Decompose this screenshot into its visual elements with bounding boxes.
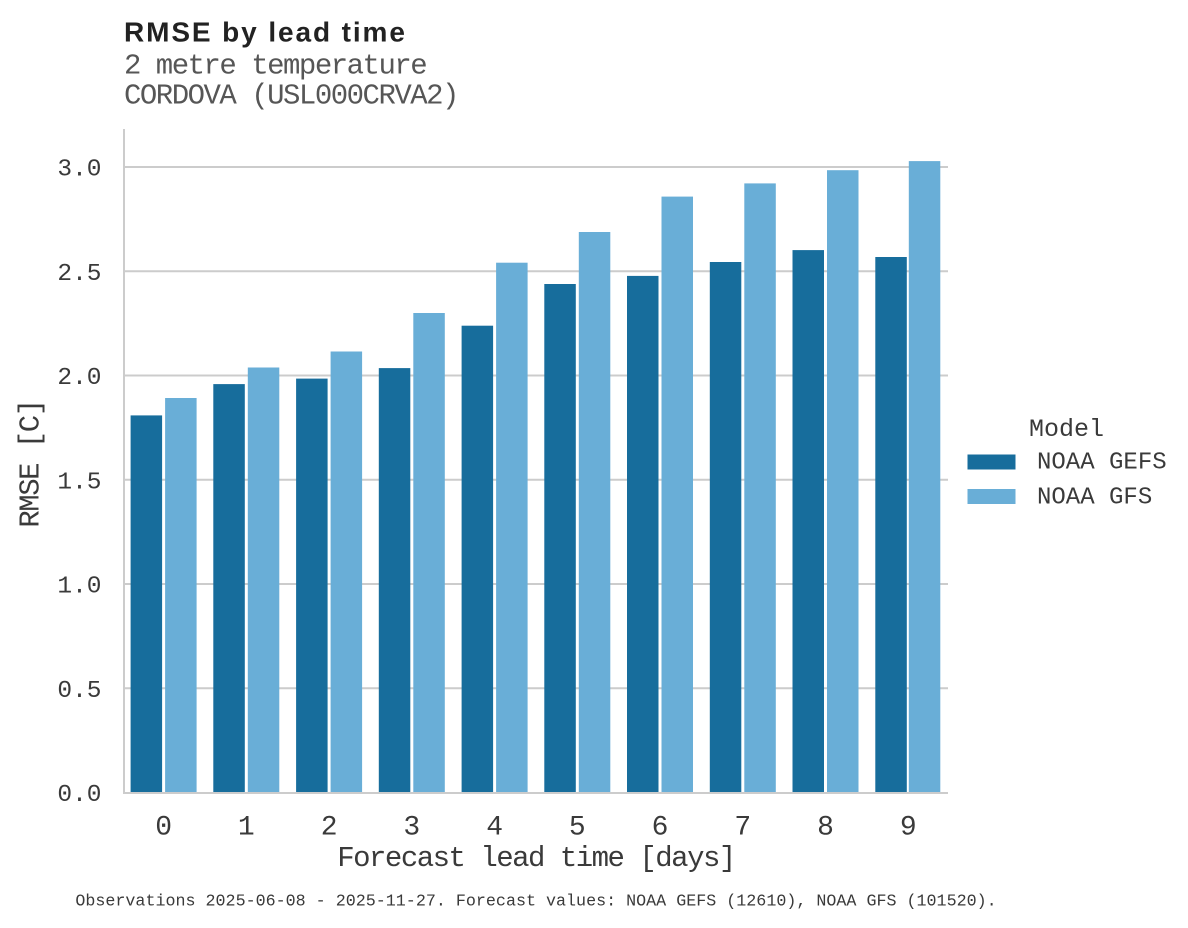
svg-text:1.5: 1.5 <box>57 469 101 496</box>
svg-text:2.5: 2.5 <box>57 261 101 288</box>
svg-text:3: 3 <box>403 813 420 844</box>
svg-text:Model: Model <box>1029 415 1104 444</box>
svg-text:2: 2 <box>321 813 338 844</box>
svg-text:0: 0 <box>155 813 172 844</box>
svg-text:0.0: 0.0 <box>57 782 101 809</box>
svg-text:2 metre temperature: 2 metre temperature <box>124 50 426 83</box>
svg-text:1: 1 <box>238 813 255 844</box>
svg-text:RMSE [C]: RMSE [C] <box>15 400 48 527</box>
svg-text:Forecast lead time [days]: Forecast lead time [days] <box>337 842 735 875</box>
svg-text:5: 5 <box>569 813 586 844</box>
svg-text:0.5: 0.5 <box>57 678 101 705</box>
svg-text:2.0: 2.0 <box>57 365 101 392</box>
svg-text:8: 8 <box>817 813 834 844</box>
svg-text:CORDOVA (USL000CRVA2): CORDOVA (USL000CRVA2) <box>124 80 458 113</box>
svg-text:4: 4 <box>486 813 503 844</box>
svg-text:3.0: 3.0 <box>57 157 101 184</box>
svg-text:6: 6 <box>652 813 669 844</box>
svg-text:NOAA GFS: NOAA GFS <box>1037 485 1152 512</box>
svg-text:Observations 2025-06-08 - 2025: Observations 2025-06-08 - 2025-11-27. Fo… <box>75 893 996 912</box>
svg-text:NOAA GEFS: NOAA GEFS <box>1037 450 1167 477</box>
svg-text:1.0: 1.0 <box>57 574 101 601</box>
svg-text:RMSE by lead time: RMSE by lead time <box>124 17 407 48</box>
svg-text:9: 9 <box>900 813 917 844</box>
svg-text:7: 7 <box>734 813 751 844</box>
